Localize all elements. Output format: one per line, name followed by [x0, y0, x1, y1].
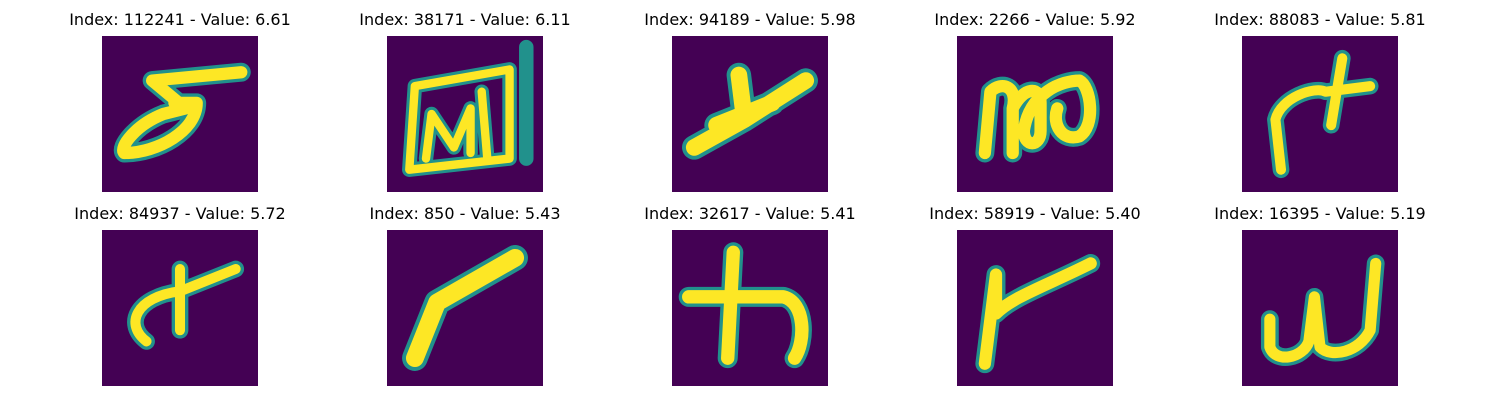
panel-title: Index: 58919 - Value: 5.40 — [929, 204, 1141, 223]
glyph-image — [1242, 36, 1398, 192]
glyph-image — [387, 36, 543, 192]
panel-8: Index: 32617 - Value: 5.41 — [620, 202, 880, 392]
panel-title: Index: 94189 - Value: 5.98 — [644, 10, 856, 29]
panel-10: Index: 16395 - Value: 5.19 — [1190, 202, 1450, 392]
panel-4: Index: 2266 - Value: 5.92 — [905, 8, 1165, 198]
panel-title: Index: 38171 - Value: 6.11 — [359, 10, 571, 29]
glyph-image — [1242, 230, 1398, 386]
glyph-image — [957, 36, 1113, 192]
panel-title: Index: 2266 - Value: 5.92 — [934, 10, 1136, 29]
glyph-image — [672, 36, 828, 192]
panel-title: Index: 32617 - Value: 5.41 — [644, 204, 856, 223]
glyph-image — [102, 36, 258, 192]
panel-6: Index: 84937 - Value: 5.72 — [50, 202, 310, 392]
panel-9: Index: 58919 - Value: 5.40 — [905, 202, 1165, 392]
panel-3: Index: 94189 - Value: 5.98 — [620, 8, 880, 198]
panel-5: Index: 88083 - Value: 5.81 — [1190, 8, 1450, 198]
panel-title: Index: 112241 - Value: 6.61 — [69, 10, 291, 29]
panel-title: Index: 16395 - Value: 5.19 — [1214, 204, 1426, 223]
glyph-image — [672, 230, 828, 386]
glyph-image — [957, 230, 1113, 386]
panel-1: Index: 112241 - Value: 6.61 — [50, 8, 310, 198]
glyph-image — [102, 230, 258, 386]
glyph-image — [387, 230, 543, 386]
panel-title: Index: 84937 - Value: 5.72 — [74, 204, 286, 223]
panel-7: Index: 850 - Value: 5.43 — [335, 202, 595, 392]
panel-title: Index: 88083 - Value: 5.81 — [1214, 10, 1426, 29]
panel-title: Index: 850 - Value: 5.43 — [369, 204, 561, 223]
panel-2: Index: 38171 - Value: 6.11 — [335, 8, 595, 198]
